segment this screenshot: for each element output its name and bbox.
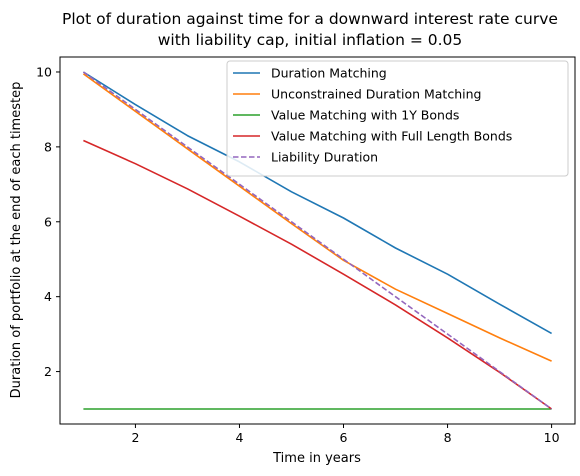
x-tick-label: 10 bbox=[544, 430, 560, 445]
chart-subtitle: with liability cap, initial inflation = … bbox=[158, 31, 463, 49]
series-line-1 bbox=[82, 71, 552, 335]
y-tick-label: 4 bbox=[44, 289, 52, 304]
series-line-5 bbox=[82, 71, 553, 410]
y-tick-label: 8 bbox=[44, 139, 52, 154]
y-tick-label: 6 bbox=[44, 214, 52, 229]
plot-area bbox=[82, 71, 553, 410]
y-tick-label: 2 bbox=[44, 364, 52, 379]
legend-label: Value Matching with 1Y Bonds bbox=[271, 108, 459, 123]
axes-frame bbox=[59, 56, 576, 425]
x-tick-label: 4 bbox=[235, 430, 243, 445]
legend-label: Value Matching with Full Length Bonds bbox=[271, 129, 512, 144]
x-tick-label: 6 bbox=[340, 430, 348, 445]
series-line-4 bbox=[83, 139, 553, 410]
legend-box bbox=[226, 60, 569, 177]
series-line-2 bbox=[82, 73, 552, 362]
legend: Duration Matching Unconstrained Duration … bbox=[226, 60, 569, 177]
legend-label: Duration Matching bbox=[271, 66, 387, 81]
y-axis-label: Duration of portfolio at the end of each… bbox=[9, 82, 24, 399]
y-tick-label: 10 bbox=[36, 64, 52, 79]
x-tick-label: 8 bbox=[444, 430, 452, 445]
chart-title: Plot of duration against time for a down… bbox=[62, 10, 558, 28]
x-tick-label: 2 bbox=[131, 430, 139, 445]
legend-label: Liability Duration bbox=[271, 150, 378, 165]
axis-ticks: 2 4 6 8 10 2 4 6 8 10 bbox=[36, 64, 559, 445]
x-axis-label: Time in years bbox=[272, 451, 361, 466]
legend-label: Unconstrained Duration Matching bbox=[271, 87, 481, 102]
